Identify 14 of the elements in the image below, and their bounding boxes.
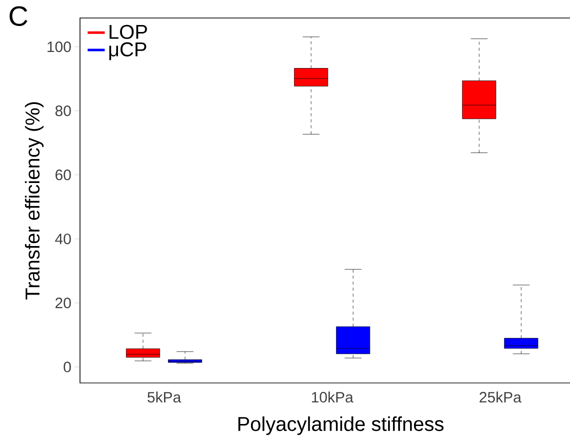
- x-tick-label: 5kPa: [148, 392, 182, 403]
- legend-label: μCP: [109, 42, 146, 60]
- x-axis-title: Polyacylamide stiffness: [238, 416, 444, 436]
- y-tick-label: 60: [56, 170, 71, 180]
- y-axis-title: Transfer efficiency (%): [24, 102, 44, 300]
- y-tick-label: 100: [48, 41, 71, 52]
- x-tick-label: 25kPa: [480, 392, 522, 403]
- y-tick-label: 40: [55, 234, 71, 244]
- y-tick-label: 80: [55, 106, 71, 116]
- x-tick-label: 10kPa: [312, 392, 354, 403]
- y-tick-label: 20: [56, 298, 71, 308]
- text: C: [10, 6, 28, 26]
- y-tick-label: 0: [64, 362, 71, 372]
- legend-label: LOP: [110, 24, 147, 39]
